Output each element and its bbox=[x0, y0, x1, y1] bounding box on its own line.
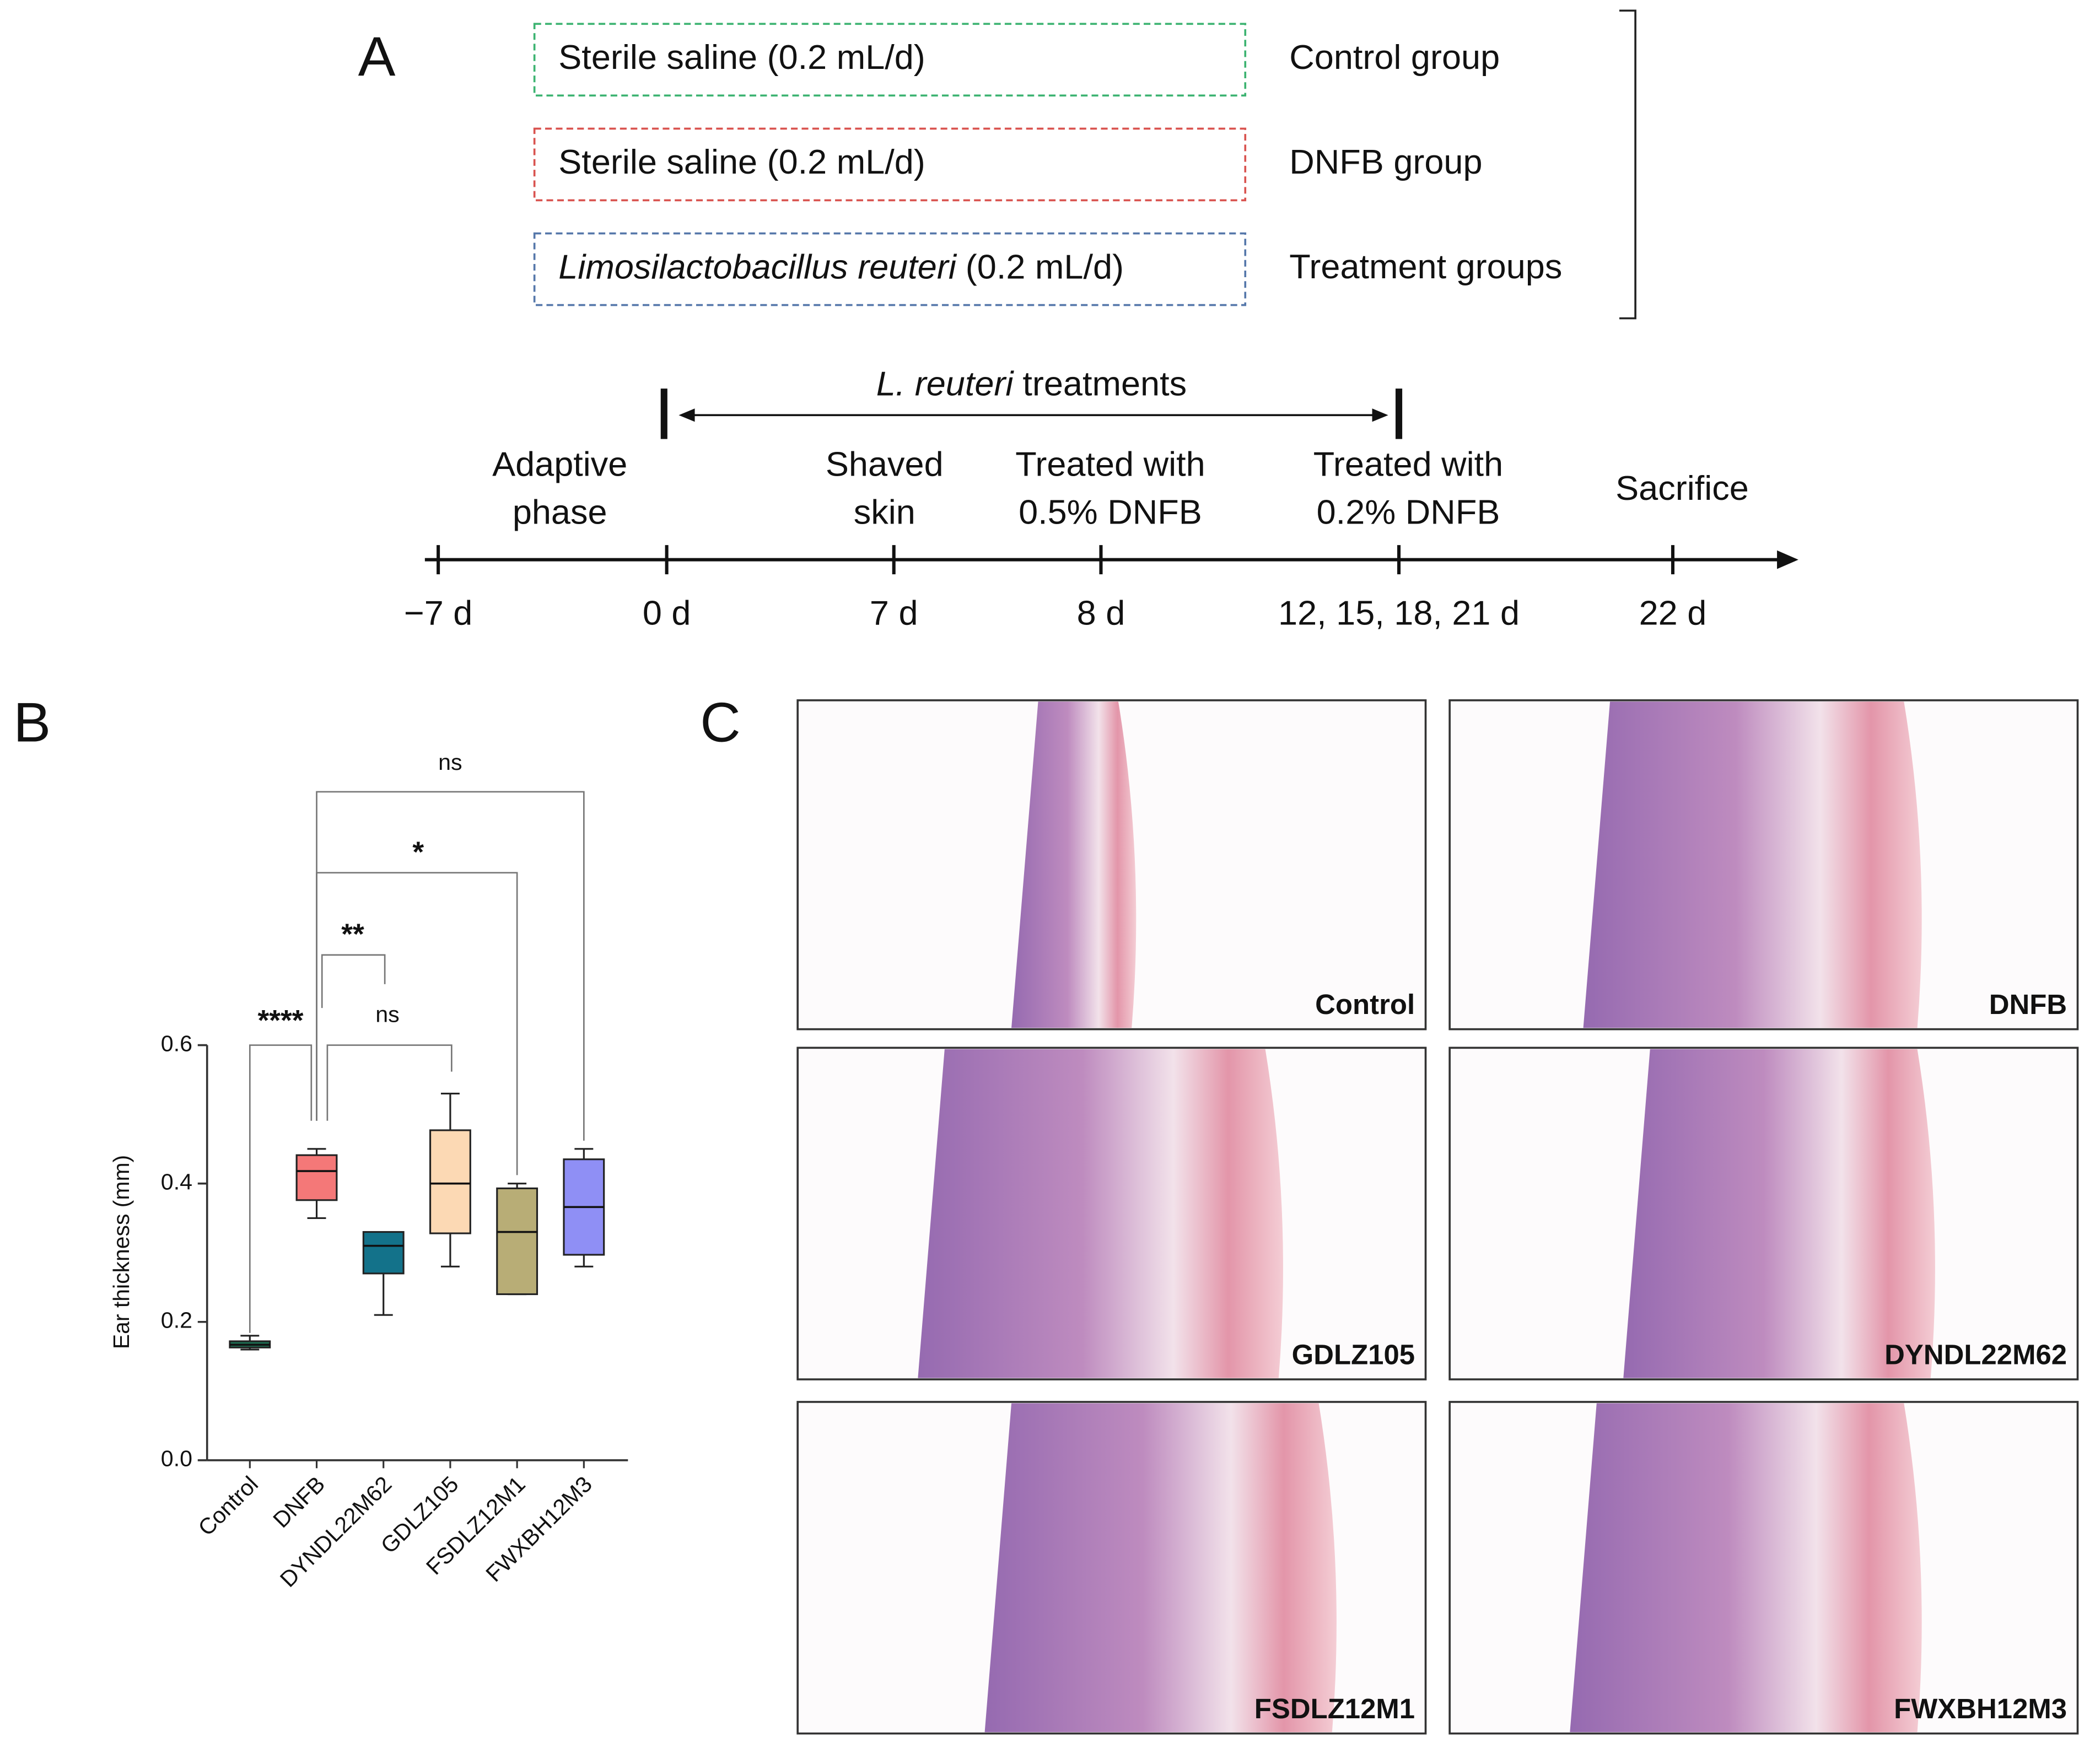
tissue-section bbox=[1570, 1403, 1922, 1733]
italic-name: Limosilactobacillus reuteri bbox=[558, 247, 957, 286]
histology-label: Control bbox=[1315, 989, 1415, 1020]
y-tick-label: 0.0 bbox=[161, 1446, 192, 1471]
phase-label: phase bbox=[513, 493, 607, 532]
y-tick-label: 0.2 bbox=[161, 1308, 192, 1333]
event-label: Shaved bbox=[826, 445, 944, 484]
day-label: 0 d bbox=[643, 594, 691, 632]
group-legend: Sterile saline (0.2 mL/d) Control group St… bbox=[533, 23, 1562, 306]
group-name: Control group bbox=[1289, 38, 1500, 77]
treatment: Limosilactobacillus reuteri (0.2 mL/d) bbox=[558, 247, 1124, 286]
tissue-section bbox=[984, 1403, 1337, 1733]
significance-bracket bbox=[249, 1044, 313, 1333]
histology-panels: Control DNFB GDLZ105 DYNDL22M62 FSDLZ12M1 FWX… bbox=[796, 699, 2079, 1735]
panel-label: A bbox=[358, 26, 396, 88]
histology-label: DYNDL22M62 bbox=[1884, 1339, 2067, 1371]
group-name: Treatment groups bbox=[1289, 247, 1562, 286]
day-label: 8 d bbox=[1077, 594, 1125, 632]
box bbox=[362, 1231, 405, 1275]
day-label: 12, 15, 18, 21 d bbox=[1278, 594, 1520, 632]
group-name: DNFB group bbox=[1289, 143, 1482, 181]
histology-label: FSDLZ12M1 bbox=[1254, 1693, 1415, 1724]
significance-label: ns bbox=[438, 749, 462, 775]
significance-label: * bbox=[412, 836, 424, 868]
x-tick-label: DNFB bbox=[268, 1471, 330, 1533]
significance-label: ** bbox=[341, 918, 364, 951]
histology-label: GDLZ105 bbox=[1292, 1339, 1415, 1371]
day-label: 7 d bbox=[870, 594, 918, 632]
event-label: skin bbox=[854, 493, 915, 532]
group-box bbox=[533, 23, 1247, 97]
box bbox=[295, 1154, 338, 1201]
text: treatments bbox=[1022, 364, 1187, 403]
group-box bbox=[533, 232, 1247, 306]
box bbox=[496, 1187, 538, 1296]
tissue-section bbox=[1623, 1049, 1935, 1378]
box-plot: 0.0 0.2 0.4 0.6 Ear thickness (mm) Control DNF… bbox=[109, 749, 628, 1592]
treatment: Sterile saline (0.2 mL/d) bbox=[558, 38, 925, 77]
y-tick-label: 0.6 bbox=[161, 1031, 192, 1056]
tissue-section bbox=[918, 1049, 1283, 1378]
significance-bracket bbox=[321, 954, 386, 1008]
day-label: 22 d bbox=[1639, 594, 1707, 632]
treatment-dose: (0.2 mL/d) bbox=[966, 247, 1124, 286]
brace bbox=[1619, 9, 1636, 320]
y-tick-label: 0.4 bbox=[161, 1169, 192, 1195]
day-label: −7 d bbox=[404, 594, 472, 632]
event-label: Sacrifice bbox=[1615, 469, 1749, 508]
timeline: L. reuteri treatments −7 d 0 d 7 d Shaved ski… bbox=[404, 364, 1798, 632]
significance-bracket bbox=[326, 1044, 453, 1121]
histology-label: DNFB bbox=[1989, 989, 2067, 1020]
arrow-head bbox=[1777, 550, 1798, 569]
significance-label: ns bbox=[375, 1002, 400, 1027]
y-axis-label: Ear thickness (mm) bbox=[109, 1155, 134, 1349]
treatment: Sterile saline (0.2 mL/d) bbox=[558, 143, 925, 181]
event-label: 0.5% DNFB bbox=[1019, 493, 1202, 532]
phase-label: Adaptive bbox=[492, 445, 627, 484]
event-label: Treated with bbox=[1015, 445, 1205, 484]
tissue-section bbox=[1583, 702, 1922, 1028]
significance-bracket bbox=[316, 791, 585, 1141]
histology-label: FWXBH12M3 bbox=[1894, 1693, 2067, 1724]
treatment-title: L. reuteri treatments bbox=[876, 364, 1187, 403]
event-label: Treated with bbox=[1313, 445, 1503, 484]
x-tick-label: Control bbox=[193, 1471, 263, 1541]
group-box bbox=[533, 127, 1247, 202]
panel-label: B bbox=[13, 692, 51, 754]
panel-label: C bbox=[700, 692, 741, 754]
box bbox=[429, 1129, 471, 1234]
significance-label: **** bbox=[258, 1005, 304, 1037]
tissue-section bbox=[1011, 702, 1137, 1028]
event-label: 0.2% DNFB bbox=[1317, 493, 1500, 532]
italic-name: L. reuteri bbox=[876, 364, 1015, 403]
